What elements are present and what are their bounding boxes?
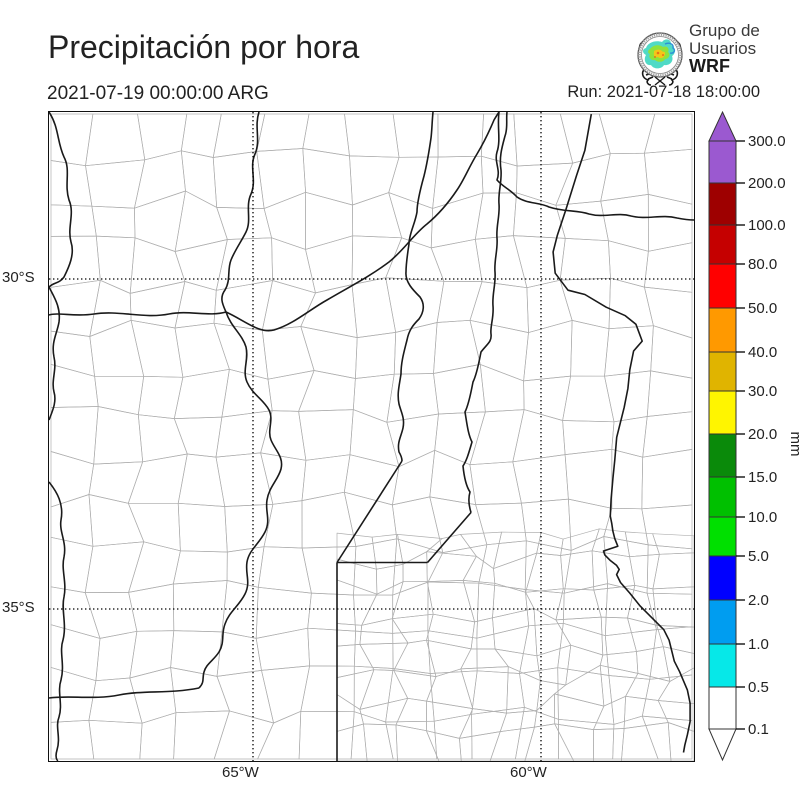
svg-text:100.0: 100.0	[748, 217, 786, 234]
svg-text:2.0: 2.0	[748, 592, 769, 609]
svg-text:mm: mm	[787, 432, 800, 457]
svg-text:0.5: 0.5	[748, 679, 769, 696]
svg-text:20.0: 20.0	[748, 426, 777, 443]
svg-text:200.0: 200.0	[748, 175, 786, 192]
svg-text:1.0: 1.0	[748, 636, 769, 653]
svg-text:5.0: 5.0	[748, 548, 769, 565]
svg-text:10.0: 10.0	[748, 509, 777, 526]
svg-text:15.0: 15.0	[748, 469, 777, 486]
svg-text:30.0: 30.0	[748, 383, 777, 400]
svg-text:40.0: 40.0	[748, 344, 777, 361]
svg-text:80.0: 80.0	[748, 256, 777, 273]
svg-text:0.1: 0.1	[748, 721, 769, 738]
svg-text:300.0: 300.0	[748, 133, 786, 150]
svg-text:50.0: 50.0	[748, 300, 777, 317]
